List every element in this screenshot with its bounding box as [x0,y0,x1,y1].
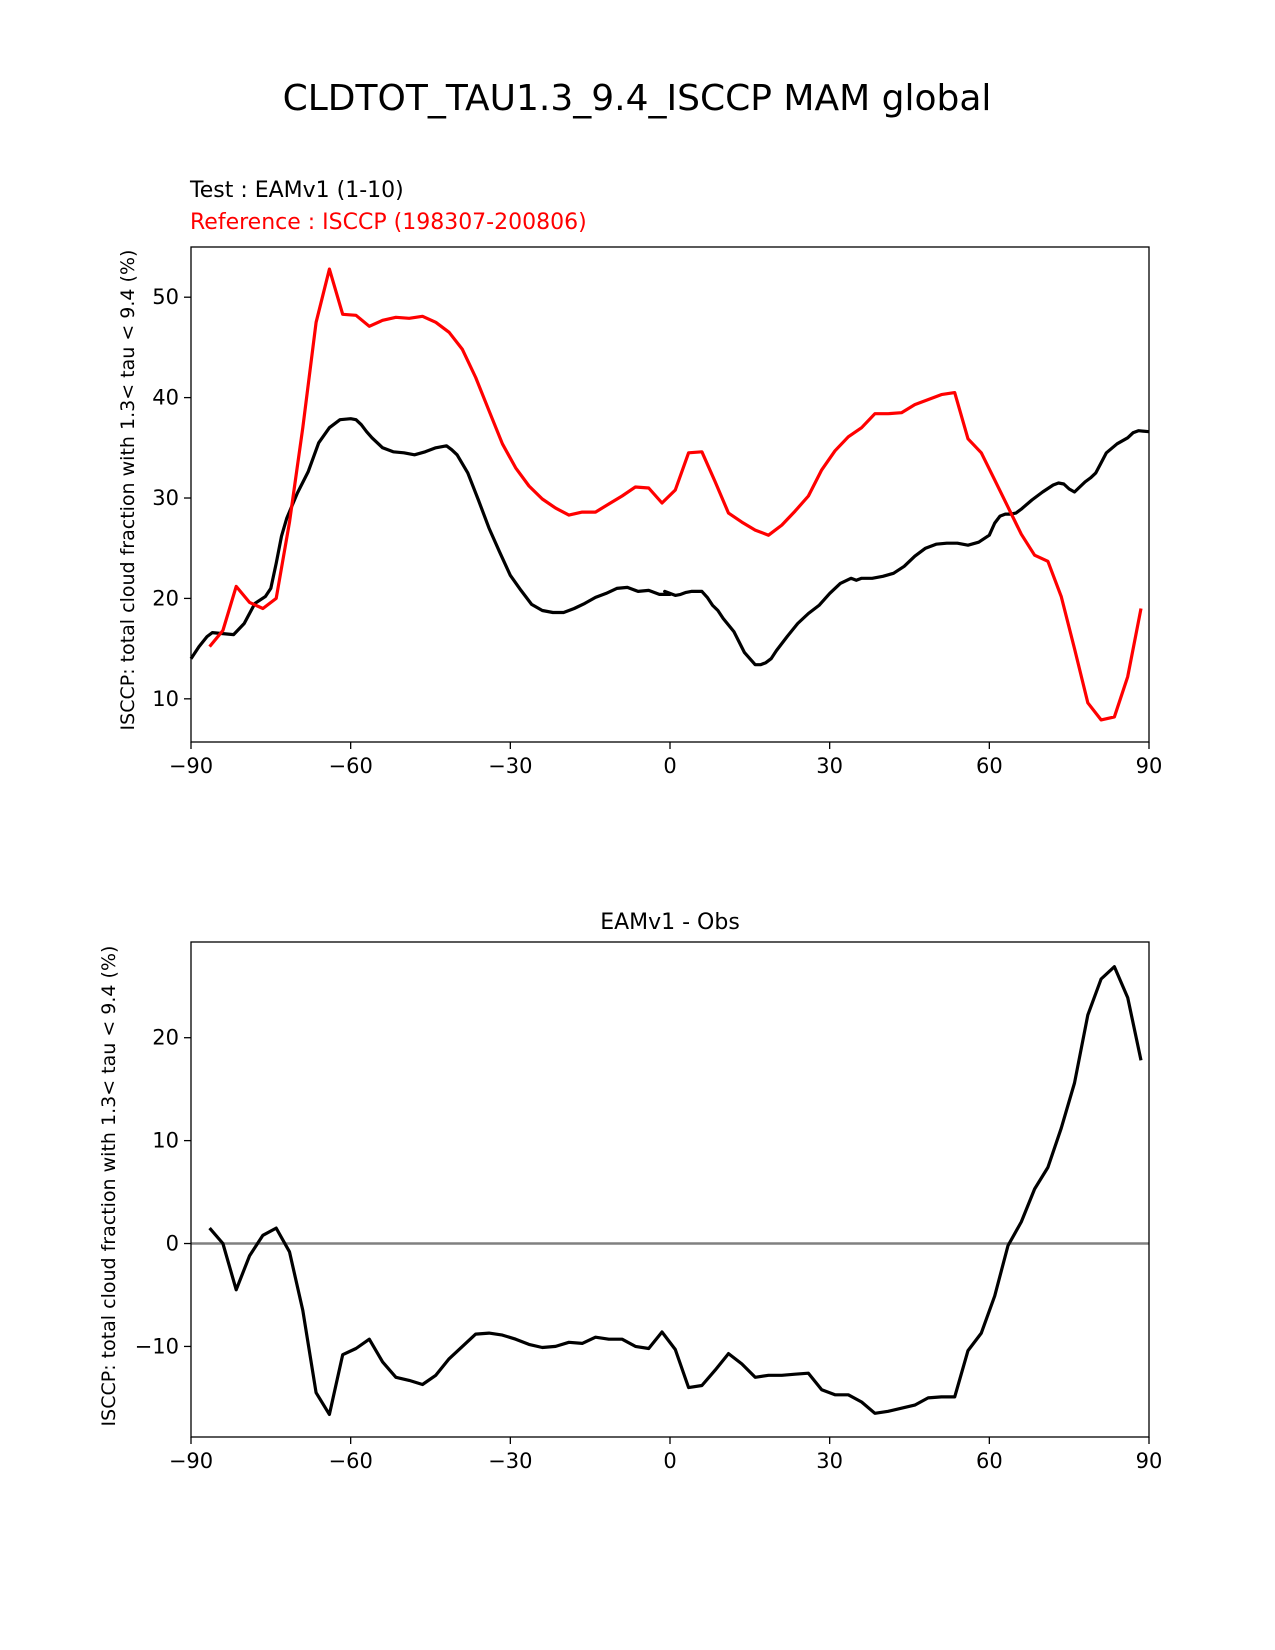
x-tick-label: 0 [663,754,676,778]
test-label: Test : EAMv1 (1-10) [189,178,404,203]
x-tick-label: 30 [816,754,843,778]
y-tick-label: 40 [152,386,179,410]
x-tick-label: 90 [1136,1449,1163,1473]
y-tick-label: 30 [152,486,179,510]
x-tick-label: −60 [329,754,373,778]
x-tick-label: −30 [488,1449,532,1473]
y-axis-label: ISCCP: total cloud fraction with 1.3< ta… [98,946,120,1427]
x-tick-label: 60 [976,754,1003,778]
y-tick-label: 10 [152,1129,179,1153]
difference-title: EAMv1 - Obs [600,910,740,935]
x-tick-label: −90 [169,754,213,778]
series-line [208,965,1143,1417]
x-tick-label: −30 [488,754,532,778]
figure-title: CLDTOT_TAU1.3_9.4_ISCCP MAM global [283,78,992,119]
x-tick-label: 30 [816,1449,843,1473]
x-tick-label: −90 [169,1449,213,1473]
y-axis-label: ISCCP: total cloud fraction with 1.3< ta… [117,250,139,731]
plot-frame [190,246,1150,743]
y-tick-label: −10 [135,1334,179,1358]
y-tick-label: 20 [152,586,179,610]
zonal-mean-panel: Test : EAMv1 (1-10) Reference : ISCCP (1… [117,178,1162,778]
series-line [208,267,1143,722]
y-tick-label: 50 [152,285,179,309]
x-tick-label: 60 [976,1449,1003,1473]
x-tick-label: 90 [1136,754,1163,778]
reference-label: Reference : ISCCP (198307-200806) [190,210,587,235]
y-tick-label: 20 [152,1026,179,1050]
x-tick-label: −60 [329,1449,373,1473]
plot-frame [190,941,1150,1438]
y-tick-label: 0 [166,1232,179,1256]
x-tick-label: 0 [663,1449,676,1473]
y-tick-label: 10 [152,687,179,711]
difference-panel: EAMv1 - Obs ISCCP: total cloud fraction … [98,910,1162,1473]
